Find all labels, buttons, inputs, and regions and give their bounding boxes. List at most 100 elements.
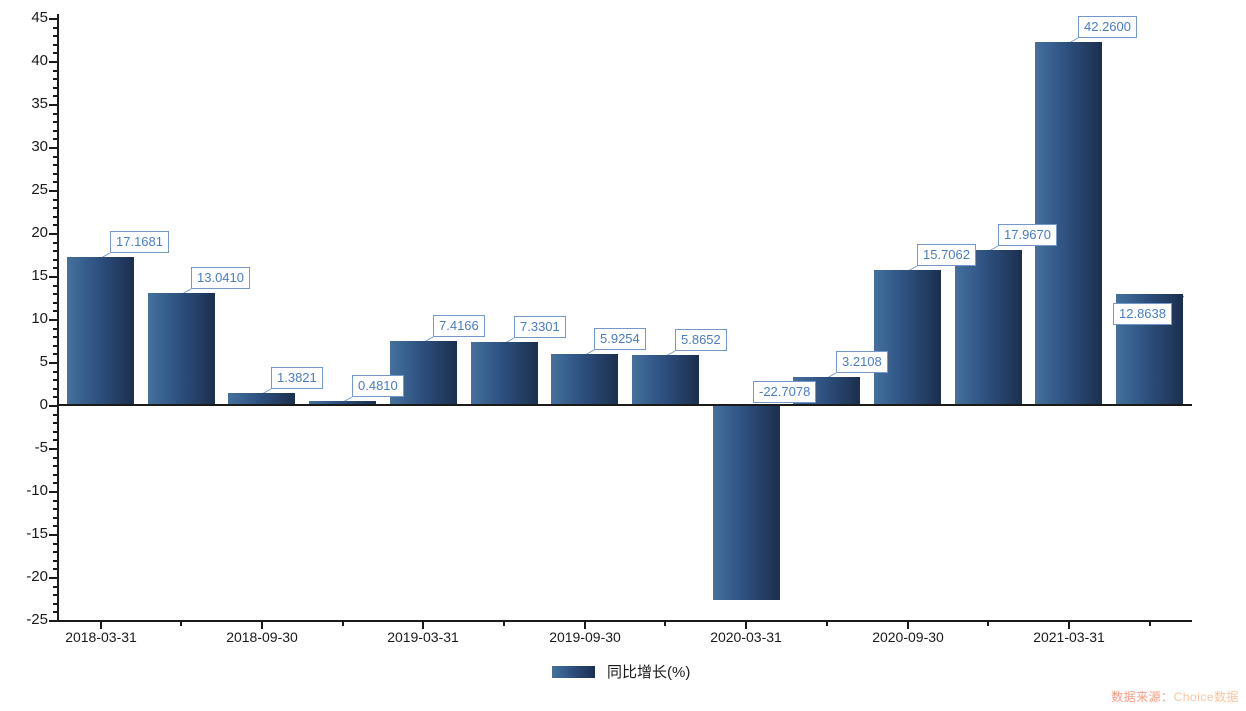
- y-axis-tick: [53, 379, 57, 381]
- bar-value-label: 7.4166: [433, 315, 485, 337]
- y-axis-tick: [53, 293, 57, 295]
- y-axis-line: [57, 14, 59, 621]
- bar: [955, 250, 1022, 405]
- bar: [228, 393, 295, 405]
- y-axis-tick: [53, 44, 57, 46]
- y-axis-tick: [53, 568, 57, 570]
- x-axis-tick-label: 2020-03-31: [710, 629, 782, 645]
- y-axis-tick: [53, 224, 57, 226]
- y-axis-tick: [49, 18, 57, 20]
- y-axis-tick: [53, 156, 57, 158]
- y-axis-tick: [53, 267, 57, 269]
- y-axis-tick: [53, 551, 57, 553]
- y-axis-tick: [53, 465, 57, 467]
- y-axis-tick: [53, 173, 57, 175]
- y-axis-tick: [53, 517, 57, 519]
- y-axis-tick-label: -20: [26, 568, 48, 585]
- y-axis-tick: [53, 353, 57, 355]
- y-axis-tick: [53, 207, 57, 209]
- bar-value-label: 13.0410: [191, 267, 250, 289]
- y-axis-tick: [53, 181, 57, 183]
- bar-value-label: 3.2108: [836, 351, 888, 373]
- x-axis-tick-label: 2018-03-31: [65, 629, 137, 645]
- x-axis-tick: [1149, 621, 1151, 626]
- y-axis-tick-label: 40: [31, 52, 48, 69]
- y-axis-tick-label: 10: [31, 310, 48, 327]
- bar: [67, 257, 134, 405]
- bar-value-label: 17.9670: [998, 224, 1057, 246]
- legend-swatch: [552, 665, 595, 678]
- x-axis-tick: [503, 621, 505, 626]
- bar: [471, 342, 538, 405]
- y-axis-tick: [53, 482, 57, 484]
- y-axis-tick: [53, 250, 57, 252]
- x-axis-tick-label: 2020-09-30: [872, 629, 944, 645]
- y-axis-tick-label: 45: [31, 9, 48, 26]
- y-axis-tick: [53, 87, 57, 89]
- y-axis-tick: [53, 611, 57, 613]
- y-axis-tick-label: 25: [31, 181, 48, 198]
- y-axis-tick: [53, 78, 57, 80]
- y-axis-tick: [53, 336, 57, 338]
- y-axis-tick: [53, 414, 57, 416]
- x-axis-tick: [584, 621, 586, 629]
- bar: [632, 355, 699, 405]
- x-axis-tick: [826, 621, 828, 626]
- y-axis-tick: [53, 586, 57, 588]
- y-axis-tick: [49, 534, 57, 536]
- y-axis-tick-label: -10: [26, 482, 48, 499]
- y-axis-tick: [49, 620, 57, 622]
- y-axis-tick: [49, 405, 57, 407]
- y-axis-tick: [53, 138, 57, 140]
- data-source-name: Choice数据: [1173, 690, 1239, 704]
- x-axis-tick: [422, 621, 424, 629]
- bar-value-label: 15.7062: [917, 244, 976, 266]
- y-axis-tick: [49, 190, 57, 192]
- bar: [551, 354, 618, 405]
- y-axis-tick-label: -5: [34, 439, 48, 456]
- y-axis-tick: [53, 431, 57, 433]
- y-axis-tick: [49, 319, 57, 321]
- y-axis-tick: [53, 508, 57, 510]
- bar-value-label: 7.3301: [514, 316, 566, 338]
- y-axis-tick: [53, 422, 57, 424]
- y-axis-tick-label: 20: [31, 224, 48, 241]
- y-axis-tick: [53, 216, 57, 218]
- y-axis-tick: [53, 199, 57, 201]
- bar: [309, 401, 376, 405]
- y-axis-tick: [53, 543, 57, 545]
- y-axis-tick-label: 35: [31, 95, 48, 112]
- y-axis-tick: [53, 594, 57, 596]
- y-axis-tick: [53, 439, 57, 441]
- bar-value-label: 42.2600: [1078, 16, 1137, 38]
- bar-value-label: 0.4810: [352, 375, 404, 397]
- bar-value-label: -22.7078: [753, 381, 817, 403]
- y-axis-tick-label: 30: [31, 138, 48, 155]
- bar-value-label: 17.1681: [110, 231, 169, 253]
- y-axis-tick: [53, 500, 57, 502]
- y-axis-tick-label: 0: [39, 396, 48, 413]
- y-axis-tick: [53, 35, 57, 37]
- bar: [874, 270, 941, 405]
- y-axis-tick: [53, 52, 57, 54]
- x-axis-tick-label: 2021-03-31: [1033, 629, 1105, 645]
- x-axis-tick: [1068, 621, 1070, 629]
- y-axis-tick: [53, 285, 57, 287]
- y-axis-tick: [53, 457, 57, 459]
- y-axis-tick: [53, 113, 57, 115]
- data-source-prefix: 数据来源：: [1111, 690, 1174, 704]
- y-axis-tick: [53, 603, 57, 605]
- bar-value-label: 5.9254: [594, 328, 646, 350]
- x-axis-tick-label: 2018-09-30: [226, 629, 298, 645]
- data-source: 数据来源：Choice数据: [1111, 690, 1239, 704]
- y-axis-tick: [49, 577, 57, 579]
- bar-value-label: 5.8652: [675, 329, 727, 351]
- y-axis-tick: [49, 491, 57, 493]
- y-axis-tick: [53, 121, 57, 123]
- bar: [1035, 42, 1102, 405]
- y-axis-tick: [49, 233, 57, 235]
- y-axis-tick: [53, 371, 57, 373]
- x-axis-tick: [261, 621, 263, 629]
- y-axis-tick: [49, 276, 57, 278]
- y-axis-tick: [53, 27, 57, 29]
